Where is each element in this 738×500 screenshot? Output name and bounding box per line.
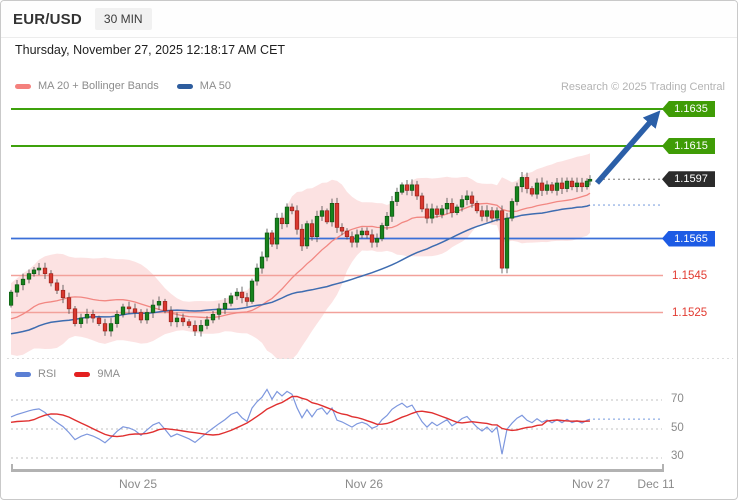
rsi-swatch (15, 371, 31, 377)
ma50-swatch (176, 83, 193, 89)
x-axis-label-dec11: Dec 11 (637, 477, 675, 491)
x-axis-label-nov26: Nov 26 (344, 477, 384, 491)
resistance-price-tag-1: 1.1635 (662, 101, 715, 117)
symbol-title: EUR/USD (13, 10, 82, 28)
timeframe-badge[interactable]: 30 MIN (94, 8, 152, 30)
last-price-tag: 1.1597 (662, 171, 715, 188)
rsi-tick-30: 30 (671, 450, 684, 462)
support-price-label-2: 1.1525 (672, 306, 708, 319)
resistance-price-tag-2: 1.1615 (662, 138, 715, 154)
rsi-9ma-swatch (74, 371, 91, 377)
header-bar: EUR/USD 30 MIN (1, 1, 737, 38)
rsi-legend: RSI 9MA (15, 368, 138, 380)
rsi-9ma-label: 9MA (97, 368, 120, 380)
x-axis-label-nov25: Nov 25 (118, 477, 158, 491)
chart-timestamp: Thursday, November 27, 2025 12:18:17 AM … (15, 43, 286, 57)
ma50-label: MA 50 (199, 80, 231, 92)
rsi-label: RSI (38, 368, 57, 380)
ma20-bollinger-swatch (15, 83, 31, 89)
support-price-label-1: 1.1545 (672, 269, 708, 282)
pivot-price-tag: 1.1565 (662, 230, 715, 247)
rsi-tick-70: 70 (671, 393, 684, 405)
rsi-tick-50: 50 (671, 422, 684, 434)
indicator-legend: MA 20 + Bollinger Bands MA 50 (15, 80, 249, 92)
ma20-bollinger-label: MA 20 + Bollinger Bands (38, 80, 159, 92)
research-copyright: Research © 2025 Trading Central (560, 81, 725, 93)
x-axis-label-nov27: Nov 27 (571, 477, 611, 491)
